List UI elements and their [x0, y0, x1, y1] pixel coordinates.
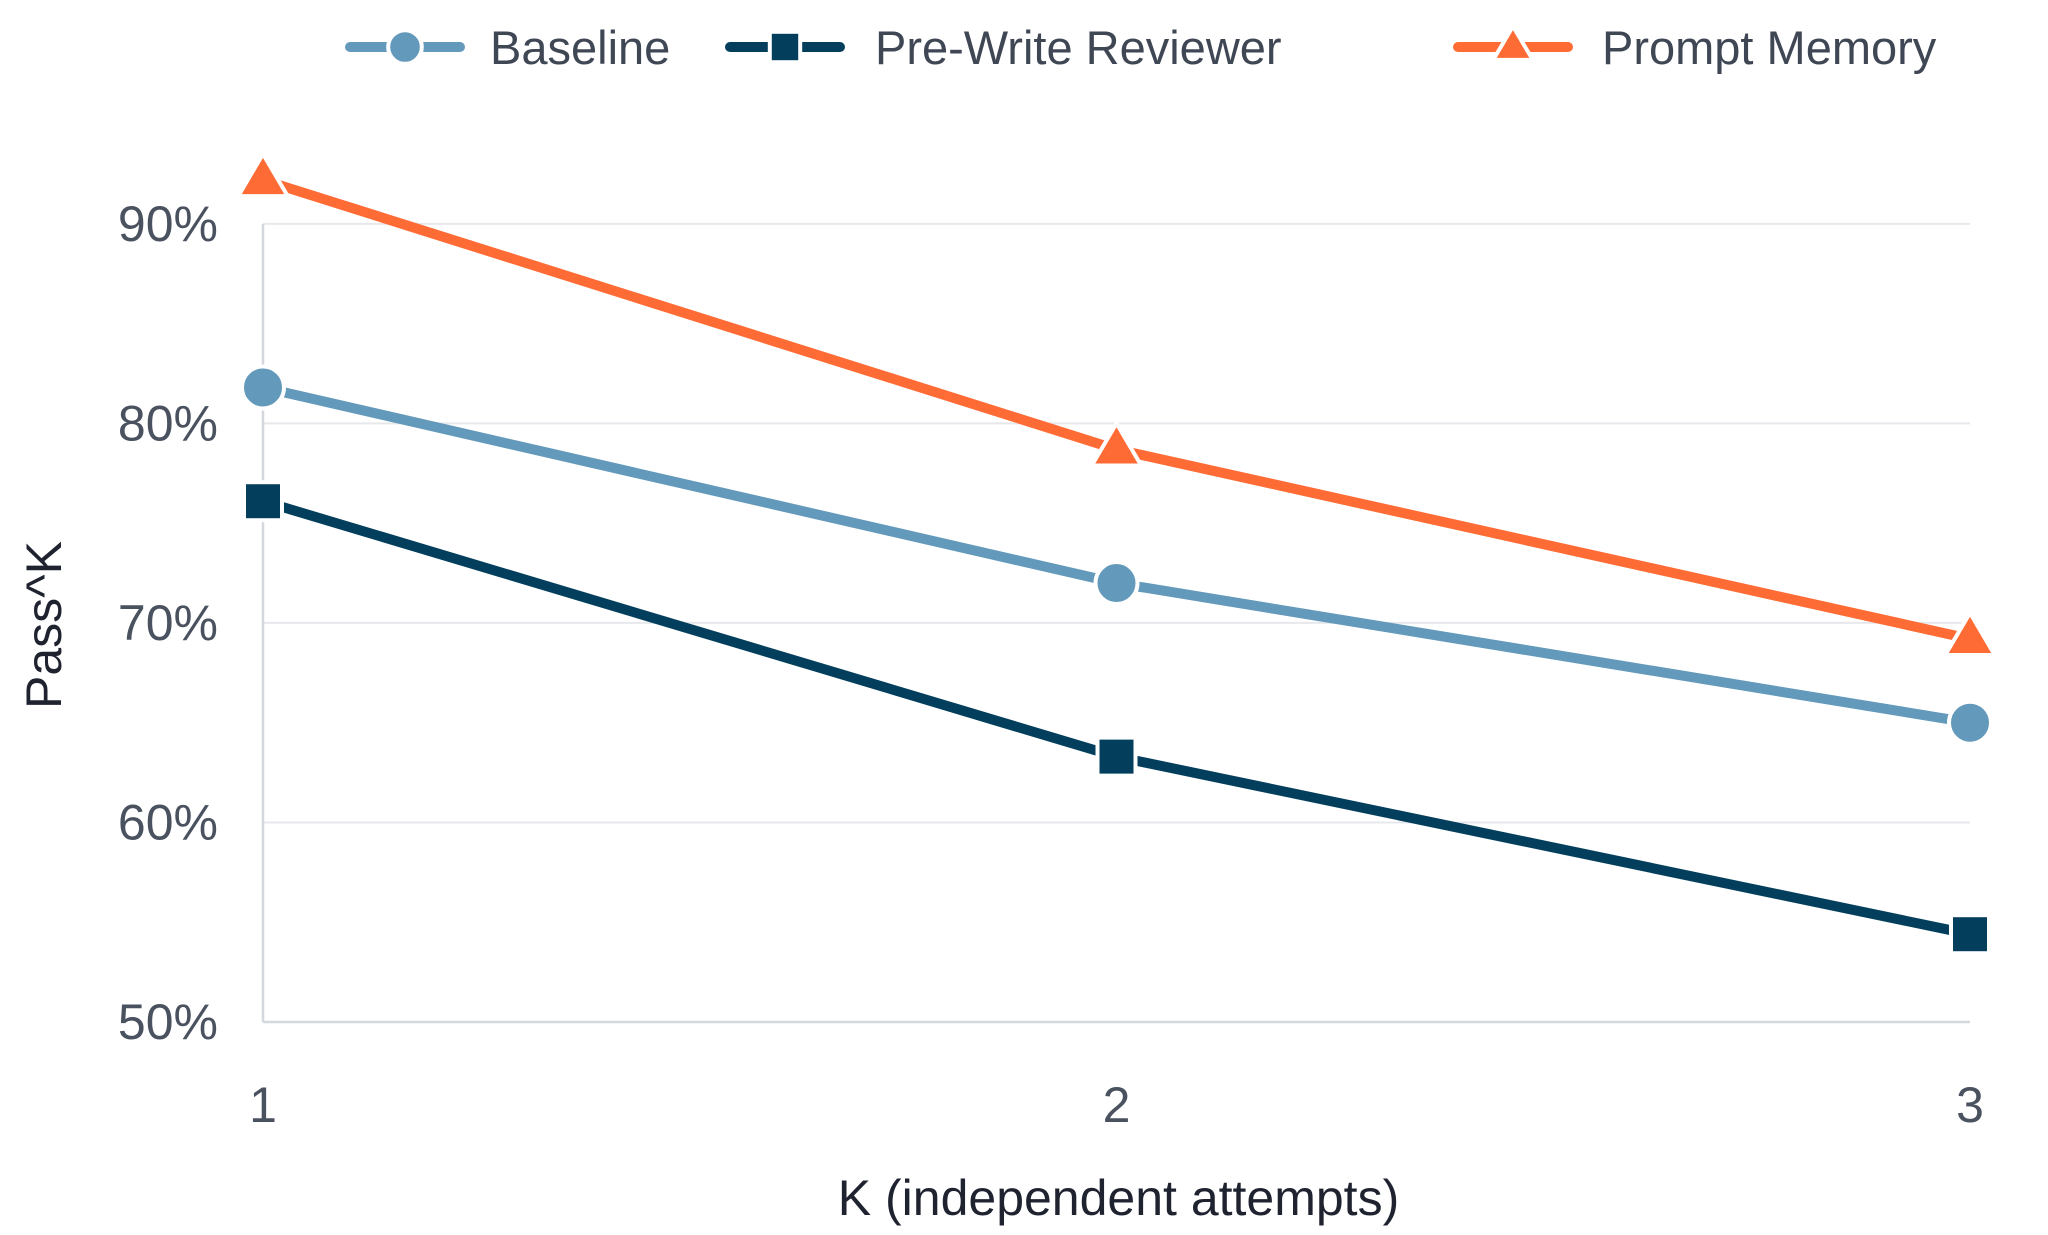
legend-marker-prompt-memory — [1491, 24, 1535, 62]
legend-label-baseline: Baseline — [490, 21, 670, 74]
data-point-prompt-memory — [236, 151, 290, 199]
y-tick-label: 70% — [118, 595, 218, 651]
series-pre-write-reviewer — [242, 480, 1991, 956]
y-tick-label: 60% — [118, 794, 218, 850]
data-point-baseline — [240, 364, 286, 411]
x-tick-label: 2 — [1103, 1077, 1131, 1133]
legend-item-pre-write-reviewer: Pre-Write Reviewer — [725, 21, 1282, 74]
y-tick-label: 80% — [118, 395, 218, 451]
legend-marker-baseline — [386, 28, 424, 66]
axes — [261, 223, 1970, 1024]
legend-item-prompt-memory: Prompt Memory — [1453, 21, 1937, 74]
x-axis-title: K (independent attempts) — [838, 1170, 1399, 1226]
data-point-pre-write-reviewer — [242, 480, 284, 523]
legend-item-baseline: Baseline — [345, 21, 670, 74]
data-point-prompt-memory — [1943, 610, 1997, 658]
y-tick-label: 90% — [118, 196, 218, 252]
series-prompt-memory — [236, 151, 1997, 658]
data-point-baseline — [1093, 560, 1140, 607]
legend-label-pre-write-reviewer: Pre-Write Reviewer — [875, 21, 1282, 74]
series-lines — [236, 151, 1997, 956]
y-tick-label: 50% — [118, 994, 218, 1050]
data-point-baseline — [1947, 699, 1993, 746]
data-point-pre-write-reviewer — [1095, 735, 1138, 778]
x-tick-label: 3 — [1956, 1077, 1984, 1133]
y-axis-title: Pass^K — [16, 541, 72, 709]
legend-marker-pre-write-reviewer — [767, 29, 803, 65]
y-tick-labels: 50% 60% 70% 80% 90% — [118, 196, 218, 1050]
x-tick-label: 1 — [249, 1077, 277, 1133]
legend-label-prompt-memory: Prompt Memory — [1602, 21, 1937, 74]
x-tick-labels: 1 2 3 — [249, 1077, 1984, 1133]
series-baseline — [240, 364, 1993, 746]
data-point-pre-write-reviewer — [1949, 913, 1991, 956]
gridlines — [263, 222, 1970, 824]
legend: Baseline Pre-Write Reviewer Prompt Memory — [345, 21, 1937, 74]
data-point-prompt-memory — [1089, 421, 1144, 468]
